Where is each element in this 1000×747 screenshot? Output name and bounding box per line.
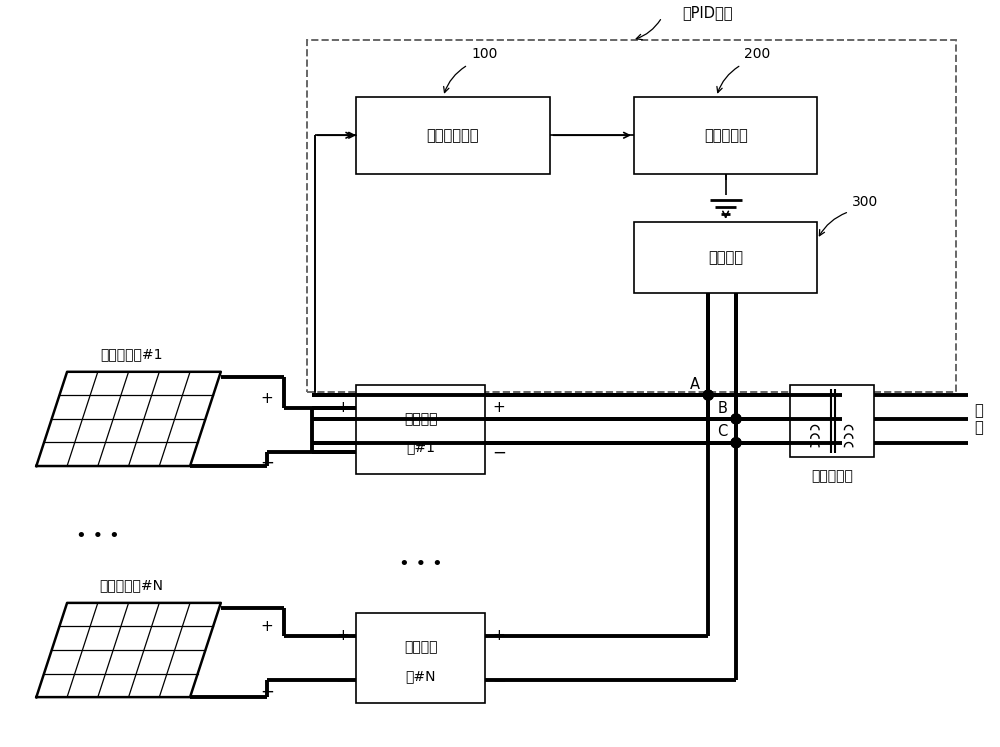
Text: 100: 100 <box>471 47 497 61</box>
Text: +: + <box>261 391 273 406</box>
Text: +: + <box>261 619 273 634</box>
Circle shape <box>731 438 741 447</box>
Text: 200: 200 <box>744 47 770 61</box>
Text: B: B <box>717 400 727 415</box>
Bar <box>356 96 550 174</box>
Text: 数据获取装置: 数据获取装置 <box>427 128 479 143</box>
Bar <box>356 385 485 474</box>
Circle shape <box>703 390 713 400</box>
Text: 光伏电池板#1: 光伏电池板#1 <box>100 347 162 361</box>
Circle shape <box>703 390 713 400</box>
Text: 300: 300 <box>852 195 878 208</box>
Text: −: − <box>335 443 349 461</box>
Text: +: + <box>336 400 349 415</box>
Text: +: + <box>493 628 505 643</box>
Text: +: + <box>336 628 349 643</box>
Text: • • •: • • • <box>399 555 443 573</box>
Bar <box>634 222 817 293</box>
Text: A: A <box>689 376 699 391</box>
Text: 光伏电池板#N: 光伏电池板#N <box>99 578 163 592</box>
Bar <box>356 613 485 703</box>
Text: 等效电路: 等效电路 <box>708 249 743 264</box>
Text: 电
网: 电 网 <box>974 403 983 435</box>
Text: −: − <box>492 672 506 689</box>
Text: 隔离变庋器: 隔离变庋器 <box>811 469 853 483</box>
Text: 可调电压源: 可调电压源 <box>704 128 748 143</box>
Text: 器#N: 器#N <box>405 669 436 683</box>
Text: −: − <box>335 672 349 689</box>
Text: 器#1: 器#1 <box>406 441 435 455</box>
Circle shape <box>731 438 741 447</box>
Circle shape <box>731 414 741 424</box>
Text: 光伏逆变: 光伏逆变 <box>404 640 437 654</box>
Circle shape <box>731 414 741 424</box>
Text: −: − <box>260 682 274 700</box>
Bar <box>307 40 956 392</box>
Bar <box>790 385 874 456</box>
Text: +: + <box>493 400 505 415</box>
Bar <box>634 96 817 174</box>
Text: −: − <box>260 454 274 472</box>
Text: C: C <box>717 424 727 439</box>
Text: • • •: • • • <box>76 527 120 545</box>
Text: −: − <box>492 443 506 461</box>
Text: 光伏逆变: 光伏逆变 <box>404 412 437 426</box>
Text: 防PID装置: 防PID装置 <box>682 4 732 19</box>
